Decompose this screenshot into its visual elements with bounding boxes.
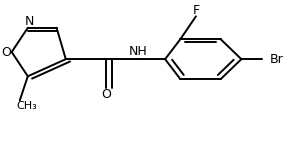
- Text: Br: Br: [270, 53, 284, 66]
- Text: O: O: [1, 46, 11, 58]
- Text: CH₃: CH₃: [17, 101, 38, 110]
- Text: O: O: [101, 88, 111, 101]
- Text: F: F: [193, 4, 200, 17]
- Text: NH: NH: [129, 45, 148, 58]
- Text: N: N: [24, 15, 34, 28]
